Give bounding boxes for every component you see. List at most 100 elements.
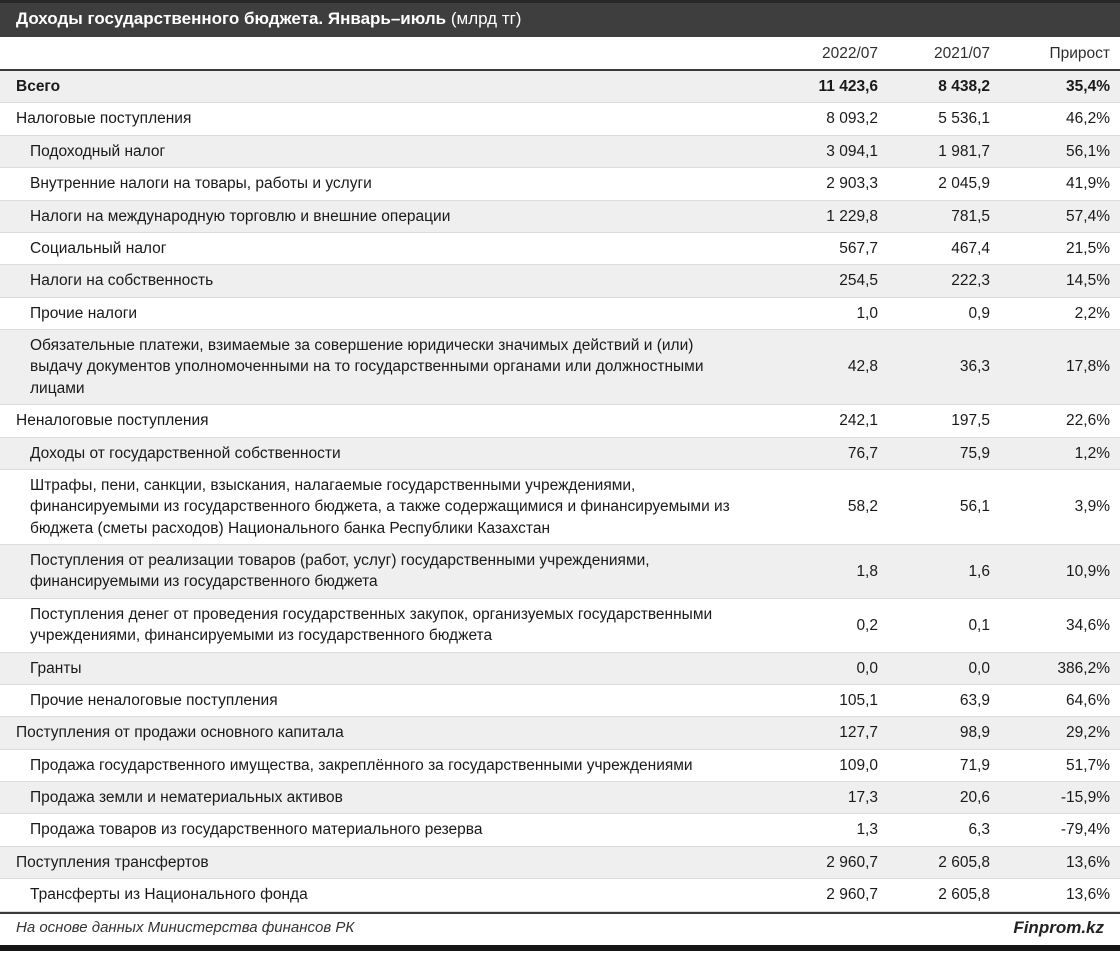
row-label: Трансферты из Национального фонда: [0, 878, 776, 912]
value-2021-07: 20,6: [888, 781, 1000, 815]
value-2021-07: 197,5: [888, 404, 1000, 438]
value-2021-07: 2 605,8: [888, 878, 1000, 912]
table-row: Прочие налоги 1,0 0,9 2,2%: [0, 297, 1120, 331]
value-2021-07: 0,0: [888, 652, 1000, 685]
row-label: Штрафы, пени, санкции, взыскания, налага…: [0, 469, 776, 546]
row-label: Продажа земли и нематериальных активов: [0, 781, 776, 815]
row-label: Подоходный налог: [0, 135, 776, 169]
row-label: Обязательные платежи, взимаемые за совер…: [0, 329, 776, 406]
row-label: Прочие неналоговые поступления: [0, 684, 776, 718]
growth-value: 10,9%: [1000, 544, 1120, 599]
row-label: Внутренние налоги на товары, работы и ус…: [0, 167, 776, 201]
growth-value: 35,4%: [1000, 70, 1120, 104]
table-row: Продажа товаров из государственного мате…: [0, 813, 1120, 847]
growth-value: 386,2%: [1000, 652, 1120, 685]
value-2022-07: 2 960,7: [776, 846, 888, 880]
value-2021-07: 2 045,9: [888, 167, 1000, 201]
value-2022-07: 17,3: [776, 781, 888, 815]
value-2022-07: 58,2: [776, 469, 888, 546]
row-label: Неналоговые поступления: [0, 404, 776, 438]
growth-value: 56,1%: [1000, 135, 1120, 169]
value-2021-07: 0,9: [888, 297, 1000, 331]
value-2021-07: 5 536,1: [888, 102, 1000, 136]
column-header-row: 2022/07 2021/07 Прирост: [0, 37, 1120, 72]
value-2022-07: 8 093,2: [776, 102, 888, 136]
row-label: Гранты: [0, 652, 776, 685]
table-title-bar: Доходы государственного бюджета. Январь–…: [0, 0, 1120, 38]
value-2022-07: 242,1: [776, 404, 888, 438]
column-header-2022-07: 2022/07: [776, 37, 888, 72]
row-label: Всего: [0, 70, 776, 104]
table-body: Всего 11 423,6 8 438,2 35,4% Налоговые посту…: [0, 70, 1120, 912]
value-2022-07: 76,7: [776, 437, 888, 470]
row-label: Поступления от реализации товаров (работ…: [0, 544, 776, 599]
column-header-2021-07: 2021/07: [888, 37, 1000, 72]
budget-revenues-table: 2022/07 2021/07 Прирост Всего 11 423,6 8 4…: [0, 37, 1120, 912]
table-row: Подоходный налог 3 094,1 1 981,7 56,1%: [0, 135, 1120, 169]
value-2021-07: 2 605,8: [888, 846, 1000, 880]
value-2022-07: 1,0: [776, 297, 888, 331]
table-row: Продажа земли и нематериальных активов 17…: [0, 781, 1120, 815]
page-title: Доходы государственного бюджета. Январь–…: [16, 9, 447, 28]
value-2021-07: 467,4: [888, 232, 1000, 266]
row-label: Налоги на международную торговлю и внешн…: [0, 200, 776, 233]
table-row: Доходы от государственной собственности 7…: [0, 437, 1120, 470]
value-2022-07: 0,2: [776, 598, 888, 653]
table-row: Продажа государственного имущества, закр…: [0, 749, 1120, 783]
data-source-note: На основе данных Министерства финансов Р…: [16, 919, 355, 937]
table-row: Налоговые поступления 8 093,2 5 536,1 46,2%: [0, 102, 1120, 136]
growth-value: 21,5%: [1000, 232, 1120, 266]
value-2021-07: 98,9: [888, 716, 1000, 750]
value-2021-07: 36,3: [888, 329, 1000, 406]
growth-value: -15,9%: [1000, 781, 1120, 815]
growth-value: 2,2%: [1000, 297, 1120, 331]
growth-value: 1,2%: [1000, 437, 1120, 470]
row-label: Продажа государственного имущества, закр…: [0, 749, 776, 783]
growth-value: 41,9%: [1000, 167, 1120, 201]
column-header-growth: Прирост: [1000, 37, 1120, 72]
value-2022-07: 3 094,1: [776, 135, 888, 169]
row-label: Прочие налоги: [0, 297, 776, 331]
row-label: Поступления трансфертов: [0, 846, 776, 880]
table-row: Прочие неналоговые поступления 105,1 63,9 6…: [0, 684, 1120, 718]
table-row: Гранты 0,0 0,0 386,2%: [0, 652, 1120, 685]
value-2022-07: 1 229,8: [776, 200, 888, 233]
value-2021-07: 75,9: [888, 437, 1000, 470]
table-footer: На основе данных Министерства финансов Р…: [0, 911, 1120, 943]
value-2021-07: 0,1: [888, 598, 1000, 653]
bottom-border-bar: [0, 944, 1120, 951]
growth-value: 57,4%: [1000, 200, 1120, 233]
growth-value: 13,6%: [1000, 846, 1120, 880]
growth-value: -79,4%: [1000, 813, 1120, 847]
row-label: Поступления денег от проведения государс…: [0, 598, 776, 653]
value-2022-07: 1,8: [776, 544, 888, 599]
value-2022-07: 1,3: [776, 813, 888, 847]
table-row: Внутренние налоги на товары, работы и ус…: [0, 167, 1120, 201]
growth-value: 29,2%: [1000, 716, 1120, 750]
title-unit: (млрд тг): [450, 9, 522, 28]
value-2021-07: 222,3: [888, 264, 1000, 298]
column-header-empty: [0, 37, 776, 72]
row-label: Налоги на собственность: [0, 264, 776, 298]
value-2022-07: 42,8: [776, 329, 888, 406]
value-2022-07: 2 903,3: [776, 167, 888, 201]
table-row: Налоги на собственность 254,5 222,3 14,5%: [0, 264, 1120, 298]
row-label: Социальный налог: [0, 232, 776, 266]
table-row: Трансферты из Национального фонда 2 960,7…: [0, 878, 1120, 912]
table-row: Социальный налог 567,7 467,4 21,5%: [0, 232, 1120, 266]
growth-value: 51,7%: [1000, 749, 1120, 783]
row-label: Продажа товаров из государственного мате…: [0, 813, 776, 847]
row-label: Налоговые поступления: [0, 102, 776, 136]
table-row: Обязательные платежи, взимаемые за совер…: [0, 329, 1120, 406]
growth-value: 3,9%: [1000, 469, 1120, 546]
growth-value: 13,6%: [1000, 878, 1120, 912]
value-2022-07: 109,0: [776, 749, 888, 783]
growth-value: 22,6%: [1000, 404, 1120, 438]
growth-value: 34,6%: [1000, 598, 1120, 653]
value-2022-07: 0,0: [776, 652, 888, 685]
value-2022-07: 105,1: [776, 684, 888, 718]
table-row: Налоги на международную торговлю и внешн…: [0, 200, 1120, 233]
value-2022-07: 11 423,6: [776, 70, 888, 104]
value-2021-07: 8 438,2: [888, 70, 1000, 104]
row-label: Поступления от продажи основного капитал…: [0, 716, 776, 750]
